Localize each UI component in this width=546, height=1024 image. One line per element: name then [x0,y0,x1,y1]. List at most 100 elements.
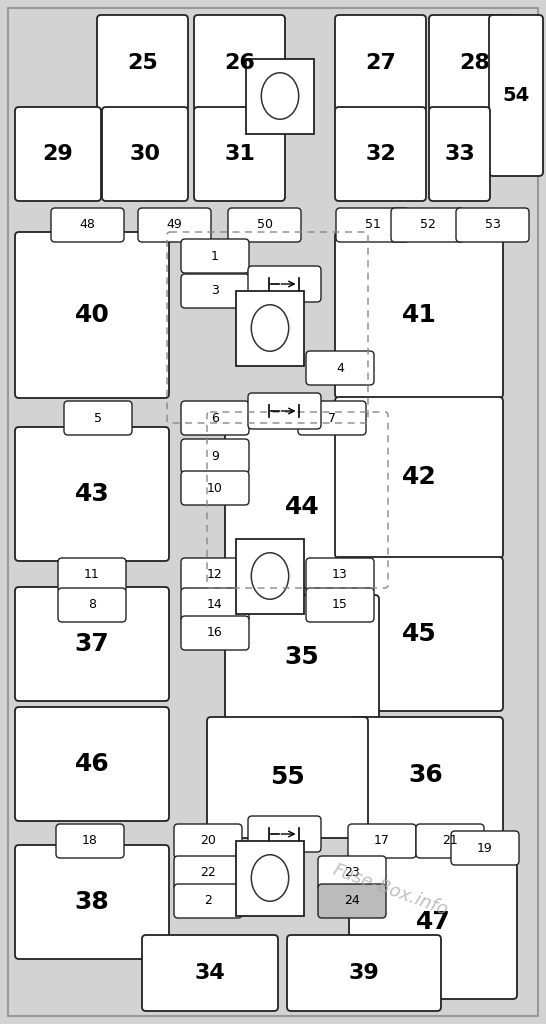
FancyBboxPatch shape [228,208,301,242]
Text: 46: 46 [75,752,109,776]
FancyBboxPatch shape [181,439,249,473]
Text: 29: 29 [43,144,73,164]
FancyBboxPatch shape [335,397,503,558]
Bar [236,291,304,366]
Text: 23: 23 [344,866,360,880]
FancyBboxPatch shape [8,8,538,1016]
Text: 33: 33 [444,144,475,164]
Text: 12: 12 [207,568,223,582]
FancyBboxPatch shape [15,707,169,821]
Text: 1: 1 [211,250,219,262]
FancyBboxPatch shape [306,588,374,622]
FancyBboxPatch shape [181,588,249,622]
FancyBboxPatch shape [306,558,374,592]
Text: 15: 15 [332,598,348,611]
Text: 35: 35 [284,645,319,669]
FancyBboxPatch shape [15,106,101,201]
FancyBboxPatch shape [51,208,124,242]
FancyBboxPatch shape [335,15,426,111]
FancyBboxPatch shape [56,824,124,858]
Text: 24: 24 [344,895,360,907]
FancyBboxPatch shape [194,106,285,201]
Bar [236,841,304,915]
FancyBboxPatch shape [336,208,409,242]
Text: 14: 14 [207,598,223,611]
Text: 47: 47 [416,910,450,934]
FancyBboxPatch shape [58,558,126,592]
FancyBboxPatch shape [248,266,321,302]
FancyBboxPatch shape [138,208,211,242]
Text: 31: 31 [224,144,255,164]
Text: 7: 7 [328,412,336,425]
FancyBboxPatch shape [429,15,520,111]
FancyBboxPatch shape [349,845,517,999]
Text: 34: 34 [194,963,225,983]
FancyBboxPatch shape [335,106,426,201]
FancyBboxPatch shape [391,208,464,242]
Text: 25: 25 [127,53,158,73]
Text: 18: 18 [82,835,98,848]
FancyBboxPatch shape [287,935,441,1011]
Text: 49: 49 [167,218,182,231]
Text: 48: 48 [80,218,96,231]
FancyBboxPatch shape [207,717,368,838]
FancyBboxPatch shape [102,106,188,201]
FancyBboxPatch shape [15,845,169,959]
Bar [246,58,314,133]
Text: 40: 40 [75,303,109,327]
Text: 36: 36 [408,763,443,787]
FancyBboxPatch shape [225,427,379,588]
Text: 6: 6 [211,412,219,425]
FancyBboxPatch shape [318,884,386,918]
FancyBboxPatch shape [318,856,386,890]
Text: 19: 19 [477,842,493,854]
FancyBboxPatch shape [142,935,278,1011]
Text: 3: 3 [211,285,219,298]
Text: 26: 26 [224,53,255,73]
Text: 39: 39 [349,963,379,983]
Text: 9: 9 [211,450,219,463]
Text: 8: 8 [88,598,96,611]
FancyBboxPatch shape [248,393,321,429]
Text: 28: 28 [459,53,490,73]
Text: 11: 11 [84,568,100,582]
FancyBboxPatch shape [181,616,249,650]
FancyBboxPatch shape [225,595,379,719]
Text: 4: 4 [336,361,344,375]
FancyBboxPatch shape [181,471,249,505]
Text: 41: 41 [401,303,436,327]
Text: 50: 50 [257,218,272,231]
FancyBboxPatch shape [298,401,366,435]
Text: 30: 30 [129,144,161,164]
FancyBboxPatch shape [456,208,529,242]
Bar [236,539,304,613]
FancyBboxPatch shape [97,15,188,111]
FancyBboxPatch shape [335,232,503,398]
FancyBboxPatch shape [248,816,321,852]
FancyBboxPatch shape [349,717,503,833]
Text: 55: 55 [270,766,305,790]
FancyBboxPatch shape [15,427,169,561]
FancyBboxPatch shape [15,232,169,398]
Text: 52: 52 [419,218,436,231]
FancyBboxPatch shape [64,401,132,435]
Text: 22: 22 [200,866,216,880]
Text: 17: 17 [374,835,390,848]
Ellipse shape [251,855,289,901]
Ellipse shape [251,305,289,351]
Text: 2: 2 [204,895,212,907]
Text: 53: 53 [484,218,501,231]
Ellipse shape [251,553,289,599]
FancyBboxPatch shape [489,15,543,176]
Text: 43: 43 [75,482,109,506]
Text: 21: 21 [442,835,458,848]
Text: 10: 10 [207,481,223,495]
FancyBboxPatch shape [174,824,242,858]
Text: 27: 27 [365,53,396,73]
Text: 54: 54 [502,86,530,105]
Text: 20: 20 [200,835,216,848]
Text: 16: 16 [207,627,223,640]
Text: 37: 37 [75,632,109,656]
FancyBboxPatch shape [348,824,416,858]
FancyBboxPatch shape [174,884,242,918]
